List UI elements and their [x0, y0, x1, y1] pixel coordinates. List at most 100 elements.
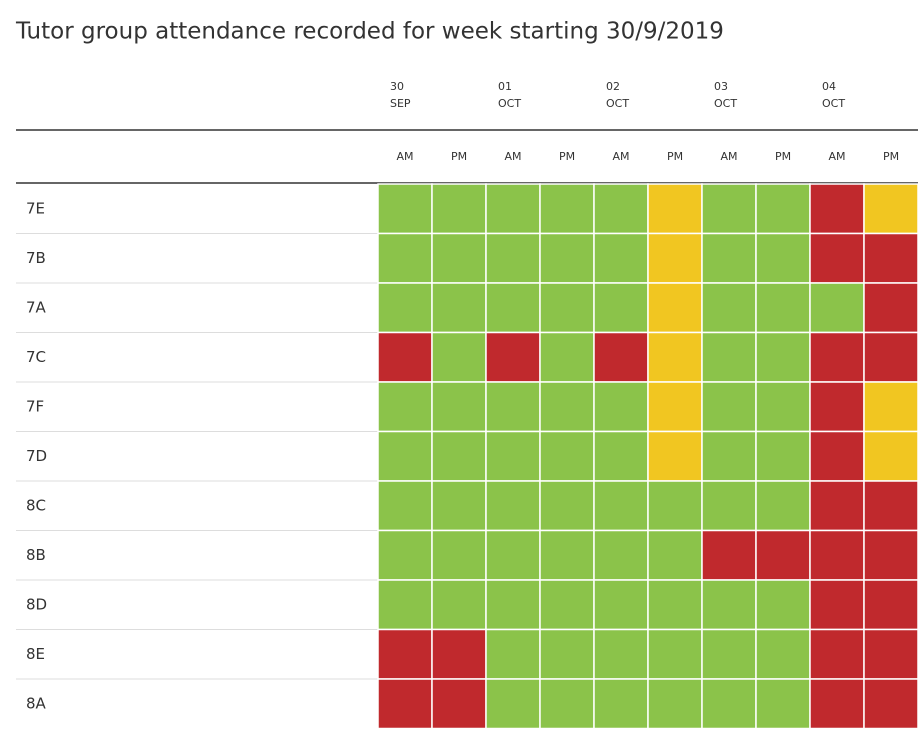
attendance-cell: [647, 628, 703, 680]
group-label: 8D: [26, 595, 47, 613]
attendance-cell: [755, 628, 811, 680]
attendance-cell: [863, 579, 918, 631]
attendance-cell: [485, 430, 541, 482]
attendance-cell: [539, 381, 595, 433]
attendance-cell: [485, 628, 541, 680]
session-label: AM: [612, 150, 629, 163]
attendance-cell: [863, 331, 918, 383]
attendance-cell: [377, 678, 433, 729]
session-label: PM: [883, 150, 899, 163]
attendance-cell: [593, 579, 649, 631]
session-label: AM: [504, 150, 521, 163]
attendance-cell: [539, 282, 595, 334]
attendance-cell: [701, 430, 757, 482]
attendance-cell: [809, 480, 865, 532]
attendance-cell: [539, 529, 595, 581]
attendance-cell: [539, 232, 595, 284]
attendance-cell: [755, 183, 811, 235]
attendance-cell: [431, 183, 487, 235]
attendance-cell: [809, 381, 865, 433]
day-number: 01: [498, 80, 512, 93]
attendance-cell: [647, 579, 703, 631]
attendance-cell: [755, 331, 811, 383]
attendance-cell: [755, 381, 811, 433]
session-label: PM: [667, 150, 683, 163]
attendance-cell: [377, 232, 433, 284]
attendance-cell: [809, 331, 865, 383]
attendance-cell: [647, 529, 703, 581]
attendance-cell: [593, 628, 649, 680]
page-title: Tutor group attendance recorded for week…: [15, 19, 724, 45]
attendance-cell: [431, 381, 487, 433]
attendance-cell: [431, 331, 487, 383]
session-label: AM: [828, 150, 845, 163]
attendance-cell: [863, 381, 918, 433]
day-number: 02: [606, 80, 620, 93]
attendance-cell: [701, 529, 757, 581]
day-month: SEP: [390, 97, 411, 110]
session-label: PM: [559, 150, 575, 163]
attendance-cell: [647, 381, 703, 433]
attendance-cell: [593, 232, 649, 284]
attendance-cell: [863, 678, 918, 729]
attendance-cell: [701, 678, 757, 729]
attendance-cell: [539, 628, 595, 680]
session-label: AM: [396, 150, 413, 163]
attendance-cell: [755, 232, 811, 284]
attendance-cell: [755, 579, 811, 631]
attendance-cell: [755, 430, 811, 482]
group-label: 7F: [26, 397, 44, 415]
attendance-cell: [647, 183, 703, 235]
attendance-cell: [863, 232, 918, 284]
attendance-cell: [431, 628, 487, 680]
attendance-cell: [863, 628, 918, 680]
day-month: OCT: [822, 97, 845, 110]
attendance-cell: [485, 529, 541, 581]
attendance-cell: [701, 579, 757, 631]
attendance-cell: [647, 282, 703, 334]
day-number: 04: [822, 80, 836, 93]
attendance-cell: [701, 232, 757, 284]
attendance-cell: [377, 430, 433, 482]
attendance-cell: [809, 232, 865, 284]
attendance-cell: [863, 529, 918, 581]
attendance-cell: [593, 331, 649, 383]
day-month: OCT: [498, 97, 521, 110]
attendance-cell: [431, 678, 487, 729]
day-month: OCT: [606, 97, 629, 110]
attendance-cell: [485, 480, 541, 532]
attendance-cell: [701, 331, 757, 383]
attendance-cell: [485, 282, 541, 334]
attendance-cell: [377, 183, 433, 235]
attendance-cell: [593, 183, 649, 235]
attendance-cell: [701, 480, 757, 532]
attendance-cell: [539, 183, 595, 235]
group-label: 7B: [26, 249, 46, 267]
day-month: OCT: [714, 97, 737, 110]
group-label: 8B: [26, 546, 46, 564]
attendance-cell: [809, 430, 865, 482]
attendance-cell: [377, 529, 433, 581]
attendance-cell: [863, 282, 918, 334]
group-label: 8C: [26, 496, 46, 514]
attendance-cell: [755, 480, 811, 532]
attendance-cell: [809, 628, 865, 680]
attendance-cell: [809, 678, 865, 729]
attendance-cell: [701, 381, 757, 433]
attendance-cell: [485, 678, 541, 729]
attendance-cell: [431, 232, 487, 284]
attendance-cell: [485, 331, 541, 383]
attendance-cell: [431, 430, 487, 482]
attendance-cell: [755, 282, 811, 334]
attendance-cell: [647, 331, 703, 383]
attendance-cell: [863, 183, 918, 235]
attendance-cell: [647, 678, 703, 729]
attendance-cell: [593, 480, 649, 532]
attendance-cell: [593, 529, 649, 581]
attendance-cell: [647, 430, 703, 482]
attendance-cell: [539, 331, 595, 383]
attendance-cell: [809, 579, 865, 631]
attendance-cell: [809, 529, 865, 581]
attendance-cell: [647, 480, 703, 532]
